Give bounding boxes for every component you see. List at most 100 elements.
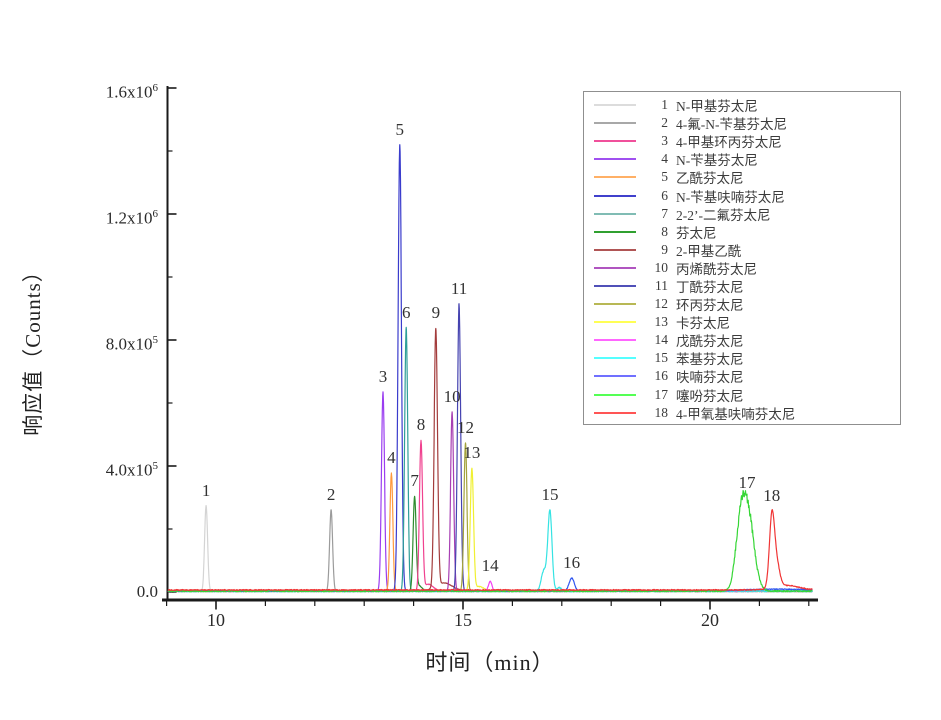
trace-17	[167, 489, 813, 593]
legend-item-7: 7 2-2’-二氟芬太尼	[594, 205, 900, 223]
legend-item-name: 丁酰芬太尼	[676, 279, 744, 295]
trace-7	[167, 495, 813, 593]
trace-18	[167, 509, 813, 592]
legend-item-name: N-苄基芬太尼	[676, 153, 758, 169]
legend-line-swatch	[594, 266, 636, 269]
legend-item-4: 4 N-苄基芬太尼	[594, 150, 900, 168]
x-tick-label: 20	[701, 610, 719, 630]
legend-item-number: 9	[661, 241, 668, 257]
legend-item-6: 6 N-苄基呋喃芬太尼	[594, 186, 900, 205]
legend-item-name: 芬太尼	[676, 225, 717, 241]
y-tick-label: 1.2x106	[105, 208, 158, 228]
legend-item-number: 2	[661, 115, 668, 131]
legend-item-number: 3	[661, 133, 668, 149]
trace-2	[167, 509, 813, 593]
legend-item-14: 14 戊酰芬太尼	[594, 331, 900, 349]
legend-item-number: 17	[654, 386, 669, 402]
legend-item-name: 丙烯酰芬太尼	[676, 261, 757, 277]
legend-item-name: N-甲基芬太尼	[676, 99, 758, 115]
legend-item-number: 5	[661, 169, 668, 185]
legend-line-swatch	[594, 357, 636, 360]
peak-label-7: 7	[410, 471, 419, 491]
legend-item-number: 14	[654, 332, 669, 348]
legend-line-swatch	[594, 321, 636, 324]
peak-label-15: 15	[541, 484, 559, 504]
legend-item-name: 环丙芬太尼	[676, 298, 744, 314]
legend-item-name: N-苄基呋喃芬太尼	[676, 189, 785, 205]
legend-item-name: 卡芬太尼	[676, 316, 730, 332]
legend-item-number: 16	[654, 368, 669, 384]
peak-label-4: 4	[387, 448, 396, 468]
legend-item-2: 2 4-氟-N-苄基芬太尼	[594, 114, 900, 132]
legend-line-swatch	[594, 194, 636, 197]
peak-label-16: 16	[563, 553, 581, 573]
legend-item-12: 12 环丙芬太尼	[594, 295, 900, 313]
legend-item-name: 4-甲氧基呋喃芬太尼	[676, 406, 796, 422]
legend-line-swatch	[594, 411, 636, 414]
legend-item-9: 9 2-甲基乙酰	[594, 241, 900, 259]
legend-line-swatch	[594, 248, 636, 251]
legend-item-name: 戊酰芬太尼	[676, 334, 744, 350]
peak-label-9: 9	[431, 303, 441, 323]
legend-line-swatch	[594, 284, 636, 287]
legend-item-number: 18	[654, 404, 669, 420]
y-tick-label: 0.0	[136, 582, 158, 601]
legend-line-swatch	[594, 176, 636, 179]
legend-item-16: 16 呋喃芬太尼	[594, 367, 900, 385]
y-axis-title: 响应值（Counts）	[21, 260, 45, 436]
legend-item-number: 8	[661, 223, 668, 239]
legend-item-11: 11 丁酰芬太尼	[594, 277, 900, 295]
peak-label-14: 14	[481, 556, 499, 576]
legend-line-swatch	[594, 393, 636, 396]
legend-item-8: 8 芬太尼	[594, 223, 900, 241]
peak-label-12: 12	[456, 418, 474, 438]
peak-label-3: 3	[378, 367, 388, 387]
x-tick-label: 15	[454, 610, 472, 630]
legend-item-number: 15	[654, 350, 669, 366]
peak-label-10: 10	[443, 386, 461, 406]
legend-item-number: 4	[661, 151, 668, 167]
legend-line-swatch	[594, 104, 636, 107]
legend-item-name: 2-2’-二氟芬太尼	[676, 207, 771, 223]
legend-line-swatch	[594, 375, 636, 378]
peak-label-5: 5	[395, 119, 405, 139]
peak-label-11: 11	[450, 278, 468, 298]
legend-line-swatch	[594, 339, 636, 342]
trace-1	[167, 505, 813, 593]
legend-item-number: 12	[654, 296, 669, 312]
legend-line-swatch	[594, 303, 636, 306]
legend: 1 N-甲基芬太尼 2 4-氟-N-苄基芬太尼 3 4-甲基环丙芬太尼 4 N-苄基芬太尼 5 乙…	[583, 91, 901, 425]
peak-label-6: 6	[401, 302, 411, 322]
legend-line-swatch	[594, 212, 636, 215]
legend-item-name: 苯基芬太尼	[676, 352, 744, 368]
legend-item-5: 5 乙酰芬太尼	[594, 168, 900, 186]
legend-item-17: 17 噻吩芬太尼	[594, 386, 900, 404]
y-tick-label: 4.0x105	[105, 460, 158, 480]
peak-label-1: 1	[201, 480, 211, 500]
legend-line-swatch	[594, 140, 636, 143]
legend-item-number: 10	[654, 259, 669, 275]
legend-item-13: 13 卡芬太尼	[594, 313, 900, 331]
peak-label-18: 18	[763, 486, 781, 505]
y-tick-label: 1.6x106	[105, 82, 158, 102]
legend-item-name: 乙酰芬太尼	[676, 171, 744, 187]
x-axis-title: 时间（min）	[425, 650, 555, 675]
y-tick-label: 8.0x105	[105, 334, 158, 354]
legend-item-15: 15 苯基芬太尼	[594, 349, 900, 367]
legend-item-name: 4-氟-N-苄基芬太尼	[676, 117, 787, 133]
legend-line-swatch	[594, 122, 636, 125]
legend-item-10: 10 丙烯酰芬太尼	[594, 259, 900, 277]
x-tick-label: 10	[207, 610, 225, 630]
legend-item-name: 呋喃芬太尼	[676, 370, 744, 386]
legend-item-number: 6	[661, 187, 668, 203]
legend-item-number: 13	[654, 314, 669, 330]
peak-label-8: 8	[416, 415, 426, 435]
legend-item-3: 3 4-甲基环丙芬太尼	[594, 132, 900, 150]
legend-line-swatch	[594, 158, 636, 161]
legend-item-number: 7	[661, 205, 668, 221]
legend-item-name: 2-甲基乙酰	[676, 243, 742, 259]
peak-label-13: 13	[463, 443, 481, 463]
legend-item-number: 11	[655, 277, 668, 293]
